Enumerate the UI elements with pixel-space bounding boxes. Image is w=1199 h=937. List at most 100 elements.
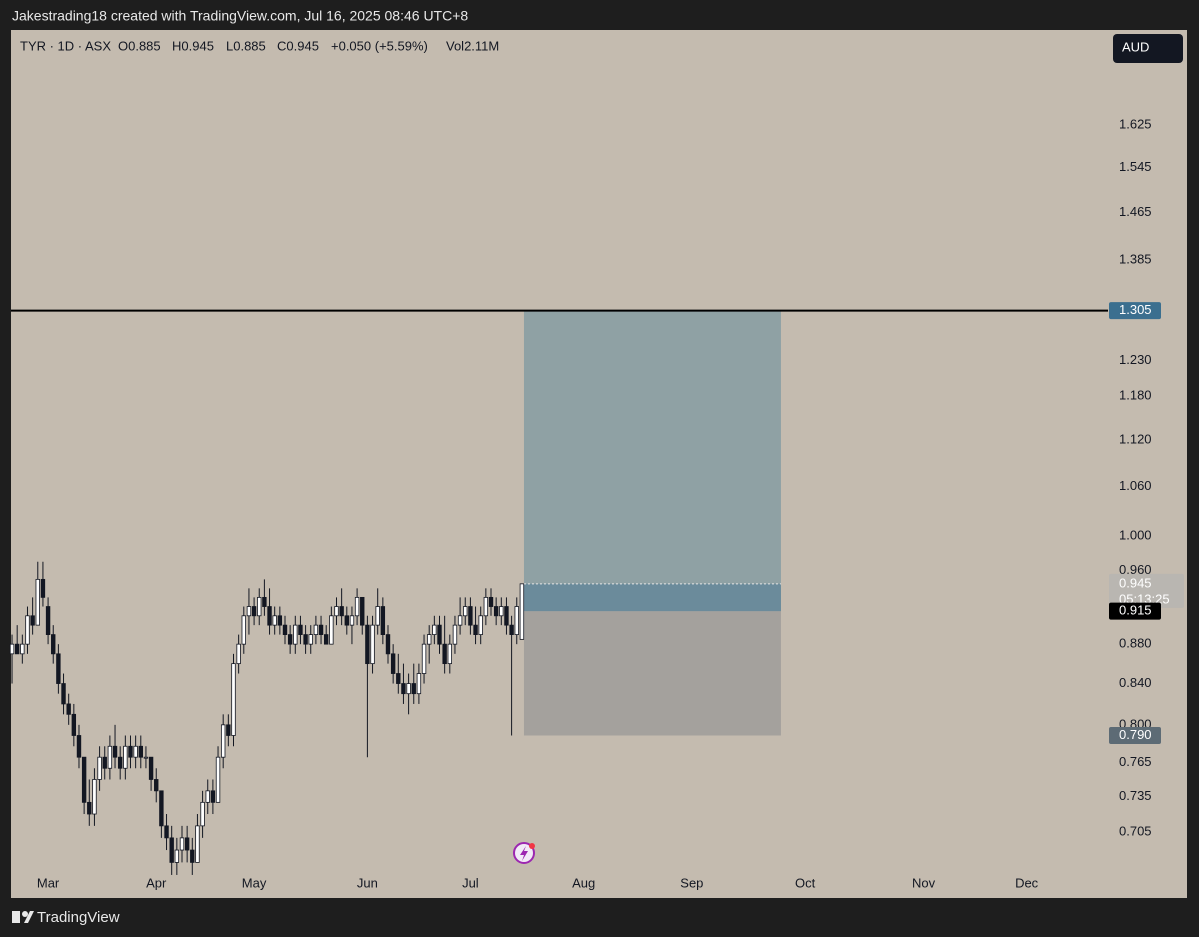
horizontal-line-label: 1.305 xyxy=(1119,302,1152,317)
candle-body xyxy=(236,643,241,665)
candle-body xyxy=(190,849,195,863)
y-tick-label: 1.120 xyxy=(1119,431,1152,446)
alert-dot xyxy=(529,843,535,849)
candle-body xyxy=(349,615,355,626)
x-tick-label: Jul xyxy=(462,875,479,890)
y-tick-label: 1.180 xyxy=(1119,387,1152,402)
candle-body xyxy=(499,606,504,617)
candle-body xyxy=(45,606,51,636)
entry-label: 0.915 xyxy=(1119,603,1152,618)
x-tick-label: May xyxy=(242,875,267,890)
candle-body xyxy=(334,606,339,617)
candle-body xyxy=(195,825,200,863)
y-tick-label: 1.465 xyxy=(1119,204,1152,219)
candle-body xyxy=(318,624,324,636)
plot: 1.625 1.545 1.465 1.385 1.230 1.180 1.120 1.060… xyxy=(9,116,1184,890)
candle-body xyxy=(282,624,288,636)
candle-body xyxy=(231,663,236,736)
candle-body xyxy=(128,745,133,758)
candle-body xyxy=(390,653,396,674)
candle-body xyxy=(411,683,416,695)
target-zone xyxy=(523,310,781,612)
candle-body xyxy=(287,634,293,645)
candle-body xyxy=(97,756,102,780)
candle-body xyxy=(277,615,283,626)
candle-body xyxy=(87,801,92,815)
y-tick-label: 0.765 xyxy=(1119,754,1152,769)
candle-body xyxy=(251,606,257,617)
candle-body xyxy=(133,745,138,758)
y-tick-label: 1.545 xyxy=(1119,159,1152,174)
current-price-box xyxy=(1109,573,1184,608)
stop-label: 0.790 xyxy=(1119,727,1152,742)
entry-label-box xyxy=(1109,602,1161,620)
legend-close: C0.945 xyxy=(277,38,319,53)
candle-body xyxy=(313,624,319,636)
alert-icon[interactable] xyxy=(513,842,535,864)
y-tick-label: 1.625 xyxy=(1119,116,1152,131)
candle-body xyxy=(447,643,453,665)
candle-body xyxy=(123,745,128,769)
y-tick-label: 1.385 xyxy=(1119,252,1152,267)
legend-high: H0.945 xyxy=(172,38,214,53)
alert-bolt xyxy=(520,846,528,861)
legend-volume: Vol2.11M xyxy=(446,38,499,53)
candle-body xyxy=(344,615,349,626)
candle-body xyxy=(437,624,442,645)
candle-body xyxy=(432,624,437,636)
candle-body xyxy=(416,673,422,695)
y-tick-label: 0.735 xyxy=(1119,788,1152,803)
candle-body xyxy=(488,596,494,607)
candle-body xyxy=(179,837,185,851)
y-tick-label: 1.000 xyxy=(1119,527,1152,542)
legend-symbol: TYR · 1D · ASX xyxy=(20,38,111,53)
candle-body xyxy=(360,596,365,626)
candle-body xyxy=(107,745,113,769)
candle-body xyxy=(426,634,432,645)
candle-body xyxy=(370,624,375,665)
candle-body xyxy=(493,606,499,617)
logo-mark xyxy=(24,911,34,923)
candle-body xyxy=(81,756,87,803)
candle-body xyxy=(421,643,427,674)
candle-body xyxy=(102,756,107,769)
candle-body xyxy=(303,634,308,645)
candle-body xyxy=(66,703,71,715)
candle-body xyxy=(76,735,82,758)
candle-body xyxy=(401,683,406,695)
candle-body xyxy=(457,615,463,626)
candle-body xyxy=(468,606,473,626)
candle-body xyxy=(365,624,370,665)
candle-body xyxy=(380,606,386,636)
logo-mark xyxy=(12,911,20,923)
candle-body xyxy=(519,583,525,640)
candle-body xyxy=(117,756,123,769)
candle-body xyxy=(30,615,35,626)
candle-body xyxy=(308,634,313,645)
candle-body xyxy=(241,615,246,645)
candle-body xyxy=(164,825,169,839)
candle-body xyxy=(35,578,40,626)
candle-body xyxy=(463,606,468,617)
candle-body xyxy=(385,634,391,655)
candle-body xyxy=(375,606,380,626)
candle-body xyxy=(246,606,252,617)
candle-body xyxy=(205,790,210,803)
candle-body xyxy=(174,849,180,863)
logo xyxy=(12,911,34,923)
candle-body xyxy=(220,724,226,758)
currency-box[interactable] xyxy=(1113,34,1183,63)
footer-brand: TradingView xyxy=(37,909,120,926)
candle-body xyxy=(148,756,154,780)
candle-body xyxy=(339,606,344,617)
candle-body xyxy=(226,724,231,736)
candle-body xyxy=(138,745,143,758)
currency[interactable]: AUD xyxy=(1122,39,1149,54)
y-tick-label: 1.230 xyxy=(1119,352,1152,367)
candle-body xyxy=(354,596,360,617)
candle-body xyxy=(215,756,221,803)
legend-change: +0.050 (+5.59%) xyxy=(331,38,428,53)
candle-body xyxy=(20,643,25,655)
